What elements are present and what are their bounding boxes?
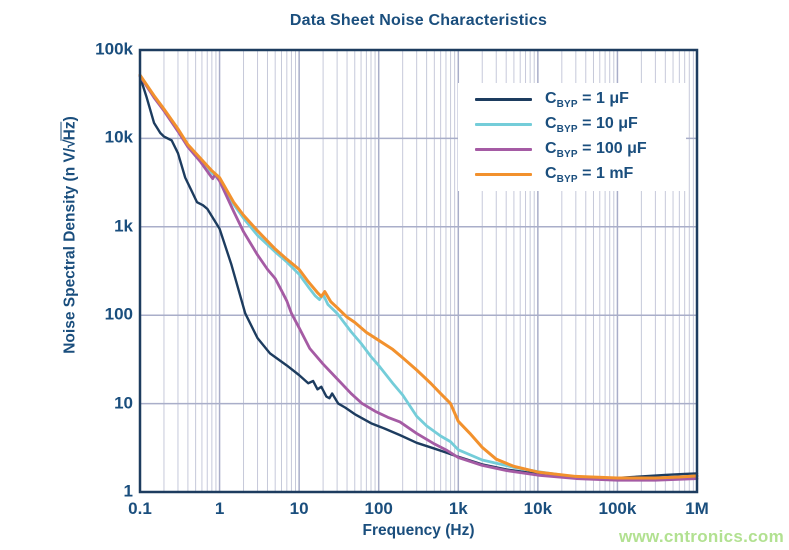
sqrt-symbol: √	[61, 139, 79, 148]
y-tick-label: 1	[123, 481, 133, 501]
y-tick-label: 100	[104, 304, 133, 324]
legend-item: CBYP = 1 μF	[458, 87, 686, 112]
plot-frame	[138, 48, 699, 494]
x-tick-label: 100	[364, 499, 393, 518]
x-tick-label: 100k	[598, 499, 637, 518]
x-tick-label: 10	[289, 499, 309, 518]
y-axis-title: Noise Spectral Density (n V/√Hz)	[60, 116, 80, 354]
legend-swatch	[475, 147, 532, 152]
legend-swatch	[475, 172, 532, 177]
y-tick-label: 100k	[95, 39, 133, 59]
x-tick-label: 10k	[523, 499, 553, 518]
legend-label: CBYP = 1 mF	[545, 164, 634, 185]
y-tick-label: 10	[114, 393, 133, 413]
x-tick-label: 0.1	[128, 499, 152, 518]
legend-item: CBYP = 100 μF	[458, 137, 686, 162]
x-axis-title: Frequency (Hz)	[362, 522, 475, 539]
y-axis-title-prefix: Noise Spectral Density (n V/	[61, 147, 79, 354]
legend: CBYP = 1 μF CBYP = 10 μF CBYP = 100 μF CBYP…	[458, 83, 686, 191]
y-tick-label: 10k	[104, 127, 133, 147]
legend-swatch	[475, 122, 532, 127]
legend-label: CBYP = 1 μF	[545, 89, 629, 110]
legend-label: CBYP = 100 μF	[545, 139, 647, 160]
x-tick-label: 1k	[448, 499, 468, 518]
chart-title: Data Sheet Noise Characteristics	[289, 12, 548, 29]
legend-item: CBYP = 10 μF	[458, 112, 686, 137]
legend-label: CBYP = 10 μF	[545, 114, 638, 135]
series-curve-3	[138, 74, 699, 482]
y-axis-title-radicand: Hz	[60, 121, 80, 141]
x-tick-label: 1M	[685, 499, 709, 518]
series-curve-4	[138, 73, 699, 480]
x-tick-label: 1	[214, 499, 225, 518]
legend-item: CBYP = 1 mF	[458, 162, 686, 187]
y-tick-label: 1k	[114, 216, 133, 236]
legend-swatch	[475, 97, 532, 102]
y-axis-title-suffix: )	[61, 116, 79, 122]
watermark: www.cntronics.com	[618, 527, 784, 546]
